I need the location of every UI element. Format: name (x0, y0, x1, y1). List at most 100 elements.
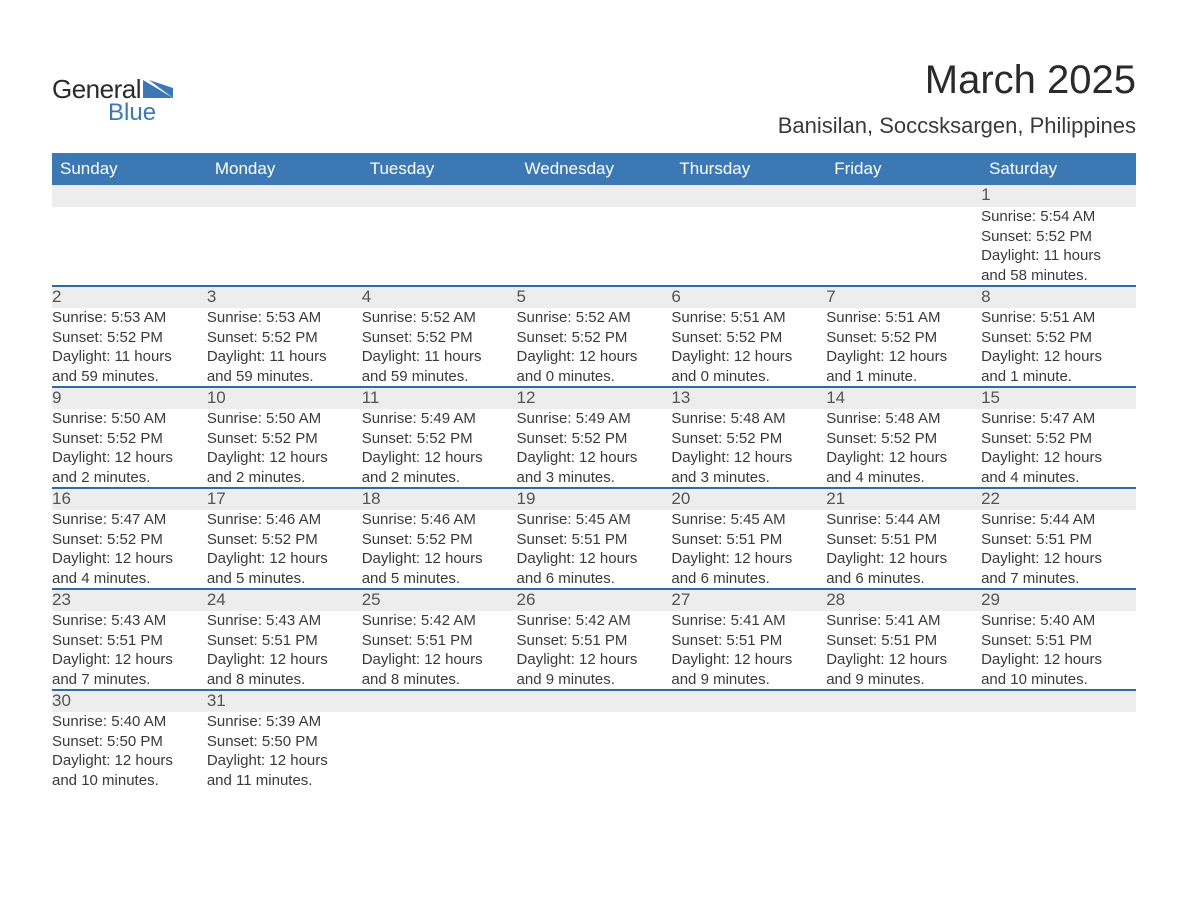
dl2-text: and 9 minutes. (671, 670, 826, 690)
sunset-text: Sunset: 5:51 PM (671, 530, 826, 550)
sunrise-text: Sunrise: 5:51 AM (826, 308, 981, 328)
day-number-cell (207, 185, 362, 207)
day-detail-cell: Sunrise: 5:51 AMSunset: 5:52 PMDaylight:… (981, 308, 1136, 387)
day-detail-cell (981, 712, 1136, 790)
dl1-text: Daylight: 12 hours (826, 549, 981, 569)
day-number-cell: 22 (981, 488, 1136, 510)
day-number-cell: 14 (826, 387, 981, 409)
dl1-text: Daylight: 12 hours (517, 347, 672, 367)
dl2-text: and 9 minutes. (517, 670, 672, 690)
day-detail-cell (207, 207, 362, 286)
sunrise-text: Sunrise: 5:42 AM (517, 611, 672, 631)
day-detail-cell: Sunrise: 5:40 AMSunset: 5:50 PMDaylight:… (52, 712, 207, 790)
sunset-text: Sunset: 5:51 PM (207, 631, 362, 651)
sunset-text: Sunset: 5:52 PM (826, 328, 981, 348)
dl2-text: and 4 minutes. (52, 569, 207, 589)
day-detail-cell: Sunrise: 5:45 AMSunset: 5:51 PMDaylight:… (671, 510, 826, 589)
sunrise-text: Sunrise: 5:47 AM (981, 409, 1136, 429)
dl1-text: Daylight: 12 hours (671, 549, 826, 569)
sunset-text: Sunset: 5:51 PM (826, 530, 981, 550)
sunrise-text: Sunrise: 5:41 AM (826, 611, 981, 631)
dl2-text: and 2 minutes. (207, 468, 362, 488)
day-number-cell: 8 (981, 286, 1136, 308)
sunset-text: Sunset: 5:50 PM (207, 732, 362, 752)
day-number-cell (362, 185, 517, 207)
calendar-thead: SundayMondayTuesdayWednesdayThursdayFrid… (52, 153, 1136, 185)
month-title: March 2025 (778, 58, 1136, 103)
heading-block: March 2025 Banisilan, Soccsksargen, Phil… (778, 58, 1136, 139)
dl1-text: Daylight: 12 hours (362, 650, 517, 670)
day-detail-cell (517, 207, 672, 286)
sunrise-text: Sunrise: 5:52 AM (362, 308, 517, 328)
dl2-text: and 7 minutes. (981, 569, 1136, 589)
dl2-text: and 6 minutes. (826, 569, 981, 589)
day-number-cell: 24 (207, 589, 362, 611)
day-number-cell: 29 (981, 589, 1136, 611)
day-number-cell: 4 (362, 286, 517, 308)
dl2-text: and 0 minutes. (671, 367, 826, 387)
day-detail-cell: Sunrise: 5:47 AMSunset: 5:52 PMDaylight:… (981, 409, 1136, 488)
day-number-cell: 9 (52, 387, 207, 409)
dl2-text: and 4 minutes. (826, 468, 981, 488)
sunset-text: Sunset: 5:52 PM (207, 328, 362, 348)
dl1-text: Daylight: 11 hours (362, 347, 517, 367)
logo: General Blue (52, 74, 173, 127)
dl2-text: and 7 minutes. (52, 670, 207, 690)
sunrise-text: Sunrise: 5:50 AM (52, 409, 207, 429)
day-detail-row: Sunrise: 5:40 AMSunset: 5:50 PMDaylight:… (52, 712, 1136, 790)
dl1-text: Daylight: 12 hours (981, 347, 1136, 367)
sunset-text: Sunset: 5:52 PM (671, 328, 826, 348)
day-number-cell: 25 (362, 589, 517, 611)
sunrise-text: Sunrise: 5:51 AM (981, 308, 1136, 328)
weekday-header: Thursday (671, 153, 826, 185)
sunrise-text: Sunrise: 5:44 AM (981, 510, 1136, 530)
dl2-text: and 0 minutes. (517, 367, 672, 387)
dl2-text: and 4 minutes. (981, 468, 1136, 488)
weekday-header-row: SundayMondayTuesdayWednesdayThursdayFrid… (52, 153, 1136, 185)
day-detail-cell (52, 207, 207, 286)
day-number-cell (826, 185, 981, 207)
sunrise-text: Sunrise: 5:42 AM (362, 611, 517, 631)
dl1-text: Daylight: 12 hours (362, 448, 517, 468)
day-number-cell (517, 690, 672, 712)
day-detail-cell: Sunrise: 5:43 AMSunset: 5:51 PMDaylight:… (52, 611, 207, 690)
dl1-text: Daylight: 12 hours (826, 448, 981, 468)
day-detail-cell: Sunrise: 5:48 AMSunset: 5:52 PMDaylight:… (671, 409, 826, 488)
day-number-row: 23242526272829 (52, 589, 1136, 611)
sunset-text: Sunset: 5:51 PM (981, 530, 1136, 550)
day-detail-cell: Sunrise: 5:40 AMSunset: 5:51 PMDaylight:… (981, 611, 1136, 690)
sunset-text: Sunset: 5:52 PM (207, 530, 362, 550)
day-detail-cell: Sunrise: 5:52 AMSunset: 5:52 PMDaylight:… (362, 308, 517, 387)
dl2-text: and 1 minute. (981, 367, 1136, 387)
dl1-text: Daylight: 12 hours (826, 347, 981, 367)
sunset-text: Sunset: 5:52 PM (362, 530, 517, 550)
day-detail-cell: Sunrise: 5:53 AMSunset: 5:52 PMDaylight:… (207, 308, 362, 387)
sunrise-text: Sunrise: 5:45 AM (671, 510, 826, 530)
sunset-text: Sunset: 5:51 PM (826, 631, 981, 651)
sunset-text: Sunset: 5:51 PM (362, 631, 517, 651)
sunset-text: Sunset: 5:52 PM (671, 429, 826, 449)
day-detail-cell: Sunrise: 5:50 AMSunset: 5:52 PMDaylight:… (52, 409, 207, 488)
day-detail-cell: Sunrise: 5:54 AMSunset: 5:52 PMDaylight:… (981, 207, 1136, 286)
sunrise-text: Sunrise: 5:43 AM (52, 611, 207, 631)
day-number-cell: 21 (826, 488, 981, 510)
day-detail-cell: Sunrise: 5:52 AMSunset: 5:52 PMDaylight:… (517, 308, 672, 387)
sunrise-text: Sunrise: 5:40 AM (52, 712, 207, 732)
day-detail-cell: Sunrise: 5:49 AMSunset: 5:52 PMDaylight:… (517, 409, 672, 488)
sunset-text: Sunset: 5:52 PM (52, 429, 207, 449)
dl1-text: Daylight: 12 hours (52, 650, 207, 670)
logo-text-blue: Blue (108, 99, 156, 127)
sunrise-text: Sunrise: 5:39 AM (207, 712, 362, 732)
dl2-text: and 6 minutes. (671, 569, 826, 589)
sunset-text: Sunset: 5:51 PM (517, 631, 672, 651)
sunset-text: Sunset: 5:52 PM (981, 227, 1136, 247)
day-number-row: 2345678 (52, 286, 1136, 308)
day-number-cell: 28 (826, 589, 981, 611)
weekday-header: Tuesday (362, 153, 517, 185)
day-number-cell (826, 690, 981, 712)
day-detail-cell (362, 207, 517, 286)
sunset-text: Sunset: 5:52 PM (981, 429, 1136, 449)
dl2-text: and 11 minutes. (207, 771, 362, 791)
day-detail-cell: Sunrise: 5:46 AMSunset: 5:52 PMDaylight:… (362, 510, 517, 589)
day-detail-cell: Sunrise: 5:48 AMSunset: 5:52 PMDaylight:… (826, 409, 981, 488)
